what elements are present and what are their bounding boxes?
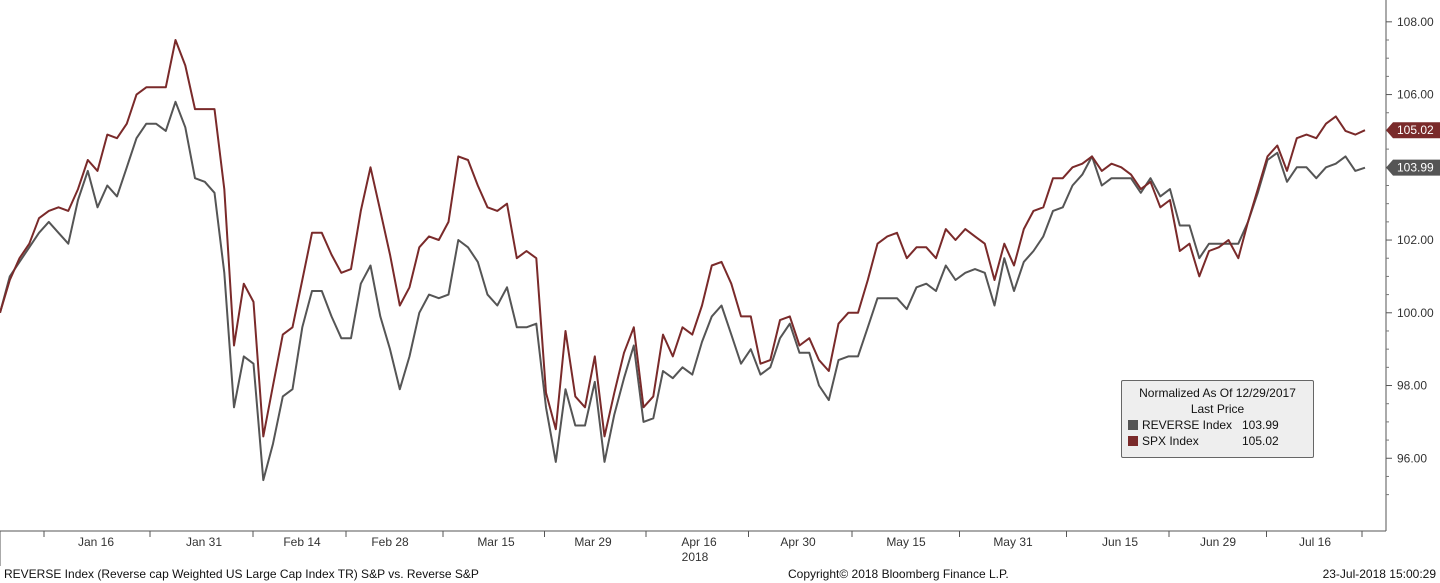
x-tick-label: Jun 29 bbox=[1200, 535, 1236, 549]
x-tick-label: Mar 29 bbox=[574, 535, 612, 549]
y-tick-label: 102.00 bbox=[1397, 233, 1434, 247]
y-tick-label: 98.00 bbox=[1397, 379, 1427, 393]
y-tick-label: 96.00 bbox=[1397, 451, 1427, 465]
x-tick-label: Jan 16 bbox=[78, 535, 114, 549]
series-line-reverse bbox=[0, 100, 1366, 482]
x-tick-label: Apr 30 bbox=[780, 535, 816, 549]
legend-entry-spx: SPX Index 105.02 bbox=[1128, 433, 1307, 449]
x-tick-label: Feb 14 bbox=[283, 535, 321, 549]
footer-copyright: Copyright© 2018 Bloomberg Finance L.P. bbox=[788, 567, 1009, 581]
footer-description: REVERSE Index (Reverse cap Weighted US L… bbox=[4, 567, 479, 581]
y-tick-label: 100.00 bbox=[1397, 306, 1434, 320]
x-tick-label: May 31 bbox=[993, 535, 1033, 549]
x-tick-label: Jul 16 bbox=[1299, 535, 1331, 549]
series-line-spx bbox=[0, 39, 1366, 438]
last-price-label: 103.99 bbox=[1397, 161, 1434, 175]
legend-entry-reverse: REVERSE Index 103.99 bbox=[1128, 417, 1307, 433]
legend-series-name: SPX Index bbox=[1142, 434, 1199, 448]
last-price-tag bbox=[1386, 122, 1440, 139]
x-tick-label: Jun 15 bbox=[1102, 535, 1138, 549]
last-price-label: 105.02 bbox=[1397, 123, 1434, 137]
series-lines bbox=[0, 39, 1366, 482]
last-price-tags: 103.99 105.02 bbox=[1386, 122, 1440, 176]
legend-series-last: 105.02 bbox=[1242, 434, 1279, 448]
y-tick-label: 106.00 bbox=[1397, 88, 1434, 102]
x-tick-label: May 15 bbox=[886, 535, 926, 549]
y-tick-label: 108.00 bbox=[1397, 15, 1434, 29]
x-axis-ticks: Jan 16 Jan 31 Feb 14 Feb 28 Mar 15 Mar 29 Apr … bbox=[0, 531, 1363, 566]
legend-subtitle: Last Price bbox=[1190, 402, 1245, 416]
footer-timestamp: 23-Jul-2018 15:00:29 bbox=[1322, 567, 1436, 581]
legend-title: Normalized As Of 12/29/2017 bbox=[1139, 386, 1296, 400]
legend-swatch-reverse bbox=[1128, 420, 1138, 430]
chart-legend: Normalized As Of 12/29/2017 Last Price R… bbox=[1121, 380, 1314, 458]
legend-swatch-spx bbox=[1128, 436, 1138, 446]
last-price-tag bbox=[1386, 159, 1440, 176]
x-axis-year-label: 2018 bbox=[682, 550, 709, 564]
x-tick-label: Mar 15 bbox=[477, 535, 515, 549]
chart-axes bbox=[0, 0, 1387, 532]
legend-series-last: 103.99 bbox=[1242, 418, 1279, 432]
legend-series-name: REVERSE Index bbox=[1142, 418, 1233, 432]
x-tick-label: Feb 28 bbox=[371, 535, 409, 549]
x-tick-label: Jan 31 bbox=[186, 535, 222, 549]
x-tick-label: Apr 16 bbox=[681, 535, 717, 549]
